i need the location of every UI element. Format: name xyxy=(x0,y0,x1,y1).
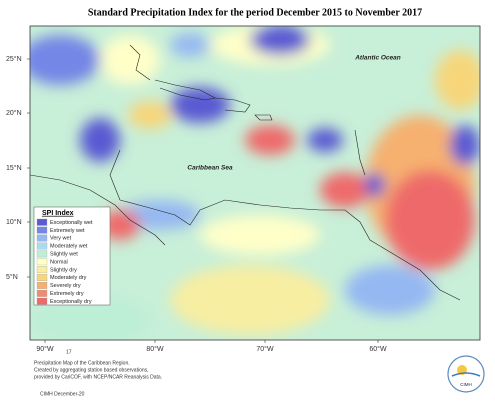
axes: 25°N 20°N 15°N 10°N 5°N 90°W 80°W 70°W 60°W xyxy=(6,55,387,353)
lat-label: 15°N xyxy=(6,164,22,172)
legend-label: Normal xyxy=(50,259,68,265)
lat-label: 25°N xyxy=(6,55,22,63)
logo-wave xyxy=(451,372,481,377)
footer-line: Created by aggregating station based obs… xyxy=(34,367,149,373)
legend: SPI Index Exceptionally wet Extremely wet… xyxy=(33,206,111,306)
legend-swatch xyxy=(36,218,48,226)
legend-label: Extremely dry xyxy=(50,291,84,297)
legend-swatch xyxy=(36,226,48,234)
legend-swatch xyxy=(36,282,48,289)
legend-swatch xyxy=(36,297,48,305)
logo-ring xyxy=(447,355,485,393)
legend-title: SPI Index xyxy=(42,210,74,217)
place-label: Caribbean Sea xyxy=(187,165,233,172)
logo-text: CIMH xyxy=(460,382,472,387)
coastlines xyxy=(30,44,461,301)
legend-label: Moderately wet xyxy=(50,244,88,250)
logo: CIMH xyxy=(447,355,485,393)
place-label: Atlantic Ocean xyxy=(354,55,401,62)
map-title: Standard Precipitation Index for the per… xyxy=(88,7,422,18)
lat-label: 5°N xyxy=(6,273,18,281)
legend-swatch xyxy=(36,289,48,297)
legend-label: Slightly dry xyxy=(50,267,77,273)
page-number: 17 xyxy=(66,349,72,355)
lat-label: 10°N xyxy=(6,218,22,226)
credit: CIMH December-20 xyxy=(40,391,85,397)
legend-label: Exceptionally dry xyxy=(50,299,92,305)
legend-label: Severely dry xyxy=(50,283,81,289)
legend-label: Slightly wet xyxy=(50,251,78,257)
lon-label: 90°W xyxy=(36,345,54,353)
legend-label: Moderately dry xyxy=(50,275,87,281)
legend-label: Exceptionally wet xyxy=(50,220,93,226)
footer-line: Precipitation Map of the Caribbean Regio… xyxy=(34,360,130,366)
legend-swatch xyxy=(36,274,48,281)
lon-label: 80°W xyxy=(146,345,164,353)
lon-label: 60°W xyxy=(369,345,387,353)
legend-swatch xyxy=(36,258,48,266)
legend-swatch xyxy=(36,234,48,242)
legend-swatch xyxy=(36,266,48,274)
spi-blobs xyxy=(30,26,480,340)
legend-swatch xyxy=(36,242,48,250)
legend-label: Very wet xyxy=(50,236,72,242)
map-frame xyxy=(29,25,481,341)
footer: Precipitation Map of the Caribbean Regio… xyxy=(34,360,162,380)
legend-swatch xyxy=(36,250,48,258)
lat-label: 20°N xyxy=(6,109,22,117)
legend-label: Extremely wet xyxy=(50,228,85,234)
footer-line: provided by CariCOF, with NCEP/NCAR Rean… xyxy=(34,374,162,380)
lon-label: 70°W xyxy=(256,345,274,353)
